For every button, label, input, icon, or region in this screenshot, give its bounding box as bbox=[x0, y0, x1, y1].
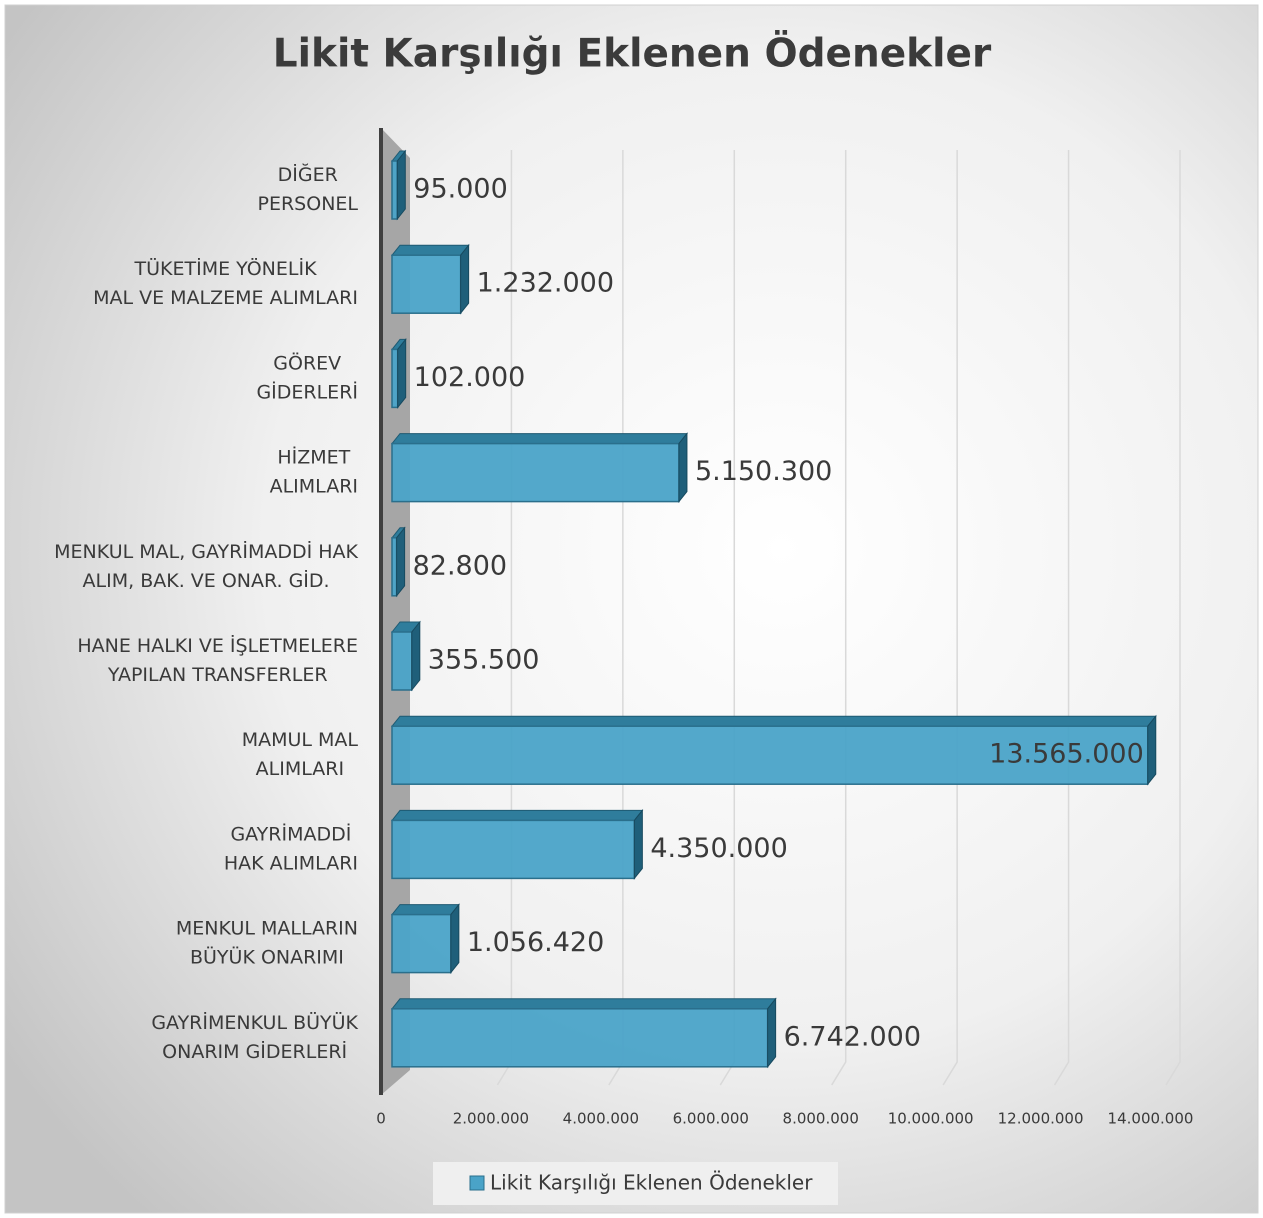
y-tick-label: MENKUL MAL, GAYRİMADDİ HAK bbox=[54, 540, 358, 563]
bar bbox=[390, 432, 688, 504]
x-tick-label: 12.000.000 bbox=[998, 1110, 1084, 1128]
y-tick-label: DİĞER bbox=[278, 162, 338, 186]
data-label: 355.500 bbox=[428, 645, 540, 676]
data-label: 1.232.000 bbox=[477, 268, 614, 299]
x-tick-label: 6.000.000 bbox=[673, 1110, 749, 1128]
bar-top bbox=[390, 433, 688, 445]
data-label: 95.000 bbox=[413, 174, 507, 205]
bar-side bbox=[1147, 714, 1157, 786]
bar-side bbox=[396, 149, 406, 221]
bar bbox=[390, 243, 470, 315]
bar-side bbox=[397, 337, 407, 409]
y-tick-label: BÜYÜK ONARIMI bbox=[190, 946, 344, 969]
y-tick-label: MAMUL MAL bbox=[242, 729, 359, 751]
bar-front bbox=[391, 819, 636, 880]
bar-front bbox=[391, 631, 413, 691]
x-tick-label: 4.000.000 bbox=[563, 1110, 639, 1128]
y-tick-label: HANE HALKI VE İŞLETMELERE bbox=[77, 634, 358, 657]
grid-line bbox=[1165, 150, 1181, 1086]
bar-front bbox=[391, 254, 462, 314]
y-tick-label: HİZMET bbox=[277, 446, 350, 469]
y-tick-label: YAPILAN TRANSFERLER bbox=[107, 664, 328, 686]
bar bbox=[390, 808, 644, 880]
bar bbox=[390, 714, 1157, 786]
bar-front bbox=[391, 725, 1149, 785]
bar-side bbox=[678, 432, 688, 504]
x-tick-label: 0 bbox=[376, 1110, 386, 1128]
bar-front bbox=[391, 537, 398, 597]
legend-swatch bbox=[469, 1175, 485, 1191]
bar-front bbox=[391, 1008, 769, 1068]
bar-front bbox=[391, 442, 680, 503]
y-tick-label: ALIMLARI bbox=[270, 476, 358, 498]
y-tick-label: ALIMLARI bbox=[256, 758, 344, 780]
y-tick-label: ALIM, BAK. VE ONAR. GİD. bbox=[83, 569, 330, 592]
x-tick-label: 10.000.000 bbox=[888, 1110, 974, 1128]
bar-top bbox=[390, 809, 644, 821]
bar-top bbox=[390, 998, 777, 1010]
bar bbox=[390, 526, 406, 598]
legend: Likit Karşılığı Eklenen Ödenekler bbox=[433, 1162, 838, 1205]
bar bbox=[390, 903, 460, 975]
y-tick-label: GİDERLERİ bbox=[256, 380, 358, 403]
bar-front bbox=[391, 348, 399, 409]
grid-line bbox=[1053, 150, 1070, 1086]
y-tick-label: GAYRİMADDİ bbox=[230, 822, 351, 845]
data-label: 4.350.000 bbox=[650, 833, 787, 864]
data-label: 82.800 bbox=[413, 550, 507, 581]
bar-top bbox=[390, 715, 1157, 727]
bar-side bbox=[450, 903, 460, 975]
x-tick-label: 2.000.000 bbox=[453, 1110, 529, 1128]
y-tick-label: ONARIM GİDERLERİ bbox=[162, 1040, 347, 1063]
bar bbox=[390, 997, 777, 1069]
data-label: 102.000 bbox=[414, 362, 526, 393]
bar-top bbox=[390, 904, 460, 916]
y-tick-label: HAK ALIMLARI bbox=[224, 852, 358, 874]
y-tick-label: PERSONEL bbox=[258, 193, 359, 215]
data-label: 6.742.000 bbox=[784, 1021, 921, 1052]
data-label: 5.150.300 bbox=[695, 456, 832, 487]
y-tick-label: GAYRİMENKUL BÜYÜK bbox=[151, 1011, 358, 1034]
grid-line bbox=[942, 150, 958, 1086]
data-label: 13.565.000 bbox=[989, 739, 1144, 770]
bar-side bbox=[767, 997, 777, 1069]
x-tick-label: 8.000.000 bbox=[783, 1110, 859, 1128]
bar bbox=[390, 149, 407, 221]
legend-label: Likit Karşılığı Eklenen Ödenekler bbox=[490, 1171, 813, 1195]
bar-side bbox=[633, 808, 643, 880]
data-label: 1.056.420 bbox=[467, 927, 604, 958]
x-tick-label: 14.000.000 bbox=[1108, 1110, 1194, 1128]
bar-side bbox=[396, 526, 406, 598]
bar-side bbox=[411, 620, 421, 692]
legend-box bbox=[433, 1162, 838, 1205]
bar bbox=[390, 337, 407, 409]
y-tick-label: GÖREV bbox=[273, 351, 341, 374]
bar-front bbox=[391, 913, 452, 974]
y-tick-label: TÜKETİME YÖNELİK bbox=[134, 257, 318, 280]
y-tick-label: MAL VE MALZEME ALIMLARI bbox=[93, 287, 358, 309]
bar-front bbox=[391, 160, 399, 220]
chart-title: Likit Karşılığı Eklenen Ödenekler bbox=[273, 30, 992, 77]
grid-line bbox=[831, 150, 847, 1086]
bar bbox=[390, 620, 421, 692]
bar-top bbox=[390, 244, 470, 256]
y-tick-label: MENKUL MALLARIN bbox=[176, 918, 358, 940]
bar-side bbox=[460, 243, 470, 315]
